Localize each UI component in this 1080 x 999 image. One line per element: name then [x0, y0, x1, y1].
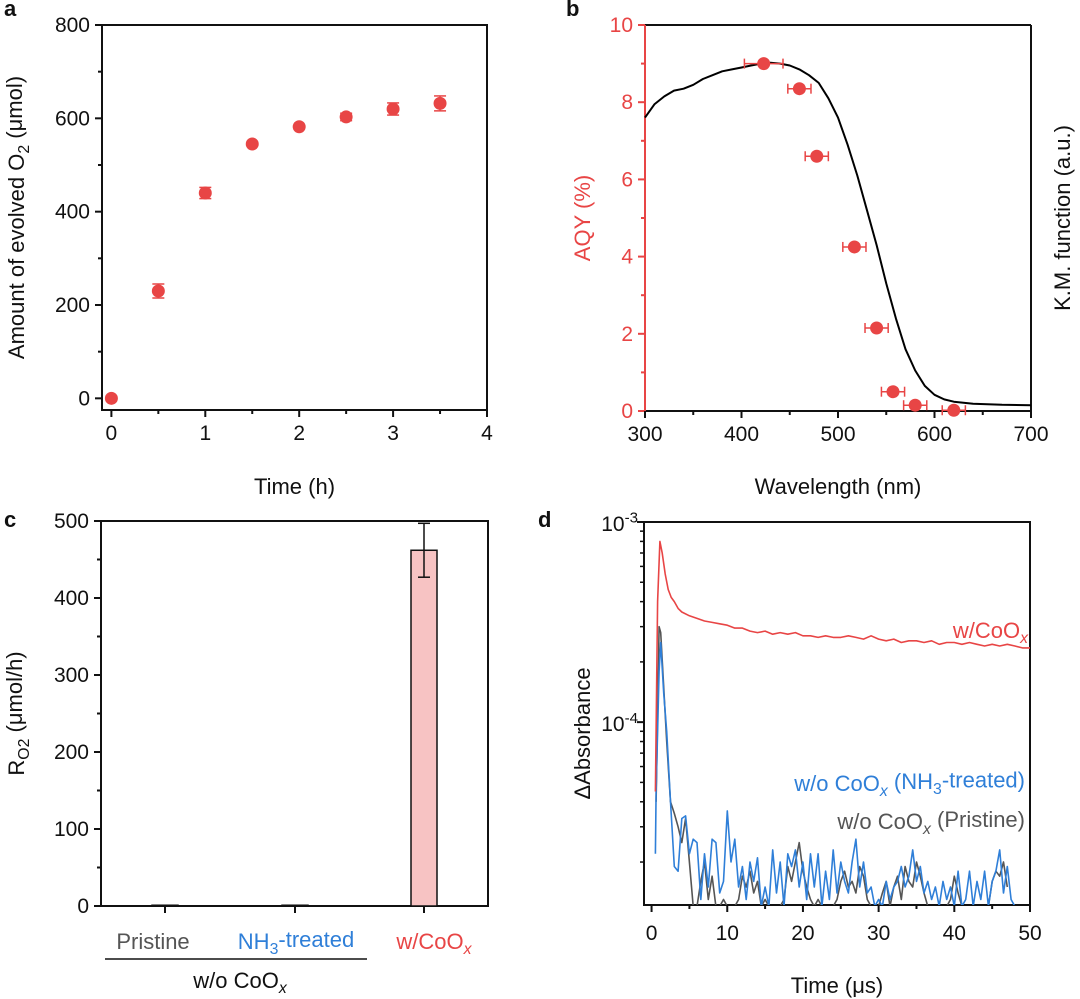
category-label: Pristine	[116, 929, 189, 954]
bar	[410, 549, 438, 907]
x-tick-label: 500	[820, 423, 855, 446]
aqy-data-point	[792, 82, 806, 96]
y-tick-label: 0	[77, 895, 89, 918]
y-axis-title: ΔAbsorbance	[570, 667, 595, 799]
data-point	[386, 102, 400, 116]
data-point	[198, 186, 212, 200]
series-line-blue	[654, 641, 1016, 905]
y-tick-label: 200	[54, 741, 89, 764]
aqy-data-point	[947, 403, 961, 417]
y-tick-label: 200	[55, 294, 90, 317]
x-tick-label: 20	[791, 922, 814, 945]
x-tick-label: 40	[943, 922, 966, 945]
y-tick-label: 10-3	[601, 510, 638, 536]
y-axis-title-km: K.M. function (a.u.)	[1050, 125, 1075, 311]
x-tick-label: 30	[867, 922, 890, 945]
x-tick-label: 0	[646, 922, 658, 945]
y-tick-label: 500	[54, 510, 89, 533]
y-tick-label: 800	[55, 14, 90, 37]
category-label: w/CoOx	[395, 929, 472, 958]
y-tick-label: 6	[621, 168, 633, 191]
x-tick-label: 0	[106, 422, 118, 445]
panel-d-frame	[643, 521, 1031, 906]
x-tick-label: 300	[627, 423, 662, 446]
y-tick-label: 400	[54, 587, 89, 610]
x-tick-label: 50	[1018, 922, 1041, 945]
x-tick-label: 2	[293, 422, 305, 445]
x-tick-label: 700	[1013, 423, 1048, 446]
data-point	[151, 284, 165, 298]
aqy-data-point	[908, 398, 922, 412]
aqy-data-point	[886, 385, 900, 399]
annotation-w-coox: w/CoOx	[952, 618, 1029, 647]
x-axis-title: Wavelength (nm)	[755, 474, 922, 499]
panel-a-frame	[101, 24, 488, 411]
y-tick-label: 0	[78, 387, 90, 410]
aqy-data-point	[757, 57, 771, 71]
y-axis-title-aqy: AQY (%)	[570, 175, 595, 261]
x-tick-label: 4	[481, 422, 493, 445]
category-label: NH3-treated	[238, 927, 354, 958]
x-axis-title: Time (μs)	[791, 973, 884, 998]
aqy-data-point	[810, 149, 824, 163]
y-tick-label: 600	[55, 107, 90, 130]
panel-label-d: d	[538, 507, 551, 532]
annotation-nh3-treated: w/o CoOx (NH3-treated)	[793, 767, 1025, 799]
x-tick-label: 3	[387, 422, 399, 445]
bar	[281, 904, 309, 907]
panel-label-c: c	[4, 507, 16, 532]
km-function-curve	[644, 61, 1032, 407]
x-tick-label: 400	[724, 423, 759, 446]
y-tick-label: 10-4	[601, 710, 638, 736]
data-point	[339, 110, 353, 124]
y-tick-label: 10	[610, 14, 633, 37]
y-tick-label: 400	[55, 201, 90, 224]
panel-label-b: b	[566, 0, 579, 21]
data-point	[433, 96, 447, 110]
data-point	[104, 391, 118, 405]
data-point	[292, 120, 306, 134]
aqy-data-point	[870, 321, 884, 335]
y-tick-label: 100	[54, 818, 89, 841]
panel-label-a: a	[4, 0, 17, 21]
y-tick-label: 0	[621, 400, 633, 423]
series-line-red	[654, 540, 1030, 792]
y-axis-title: Amount of evolved O2 (μmol)	[2, 76, 33, 359]
y-axis-title: RO2 (μmol/h)	[2, 651, 33, 775]
y-tick-label: 2	[621, 323, 633, 346]
bar	[151, 904, 179, 907]
y-tick-label: 4	[621, 246, 633, 269]
y-tick-label: 300	[54, 664, 89, 687]
aqy-data-point	[847, 240, 861, 254]
annotation-pristine: w/o CoOx (Pristine)	[836, 807, 1025, 838]
series-line-grey	[655, 625, 1009, 905]
x-tick-label: 1	[199, 422, 211, 445]
group-label: w/o CoOx	[192, 968, 288, 997]
data-point	[245, 137, 259, 151]
x-tick-label: 10	[716, 922, 739, 945]
y-tick-label: 8	[621, 91, 633, 114]
x-tick-label: 600	[917, 423, 952, 446]
x-axis-title: Time (h)	[254, 474, 335, 499]
